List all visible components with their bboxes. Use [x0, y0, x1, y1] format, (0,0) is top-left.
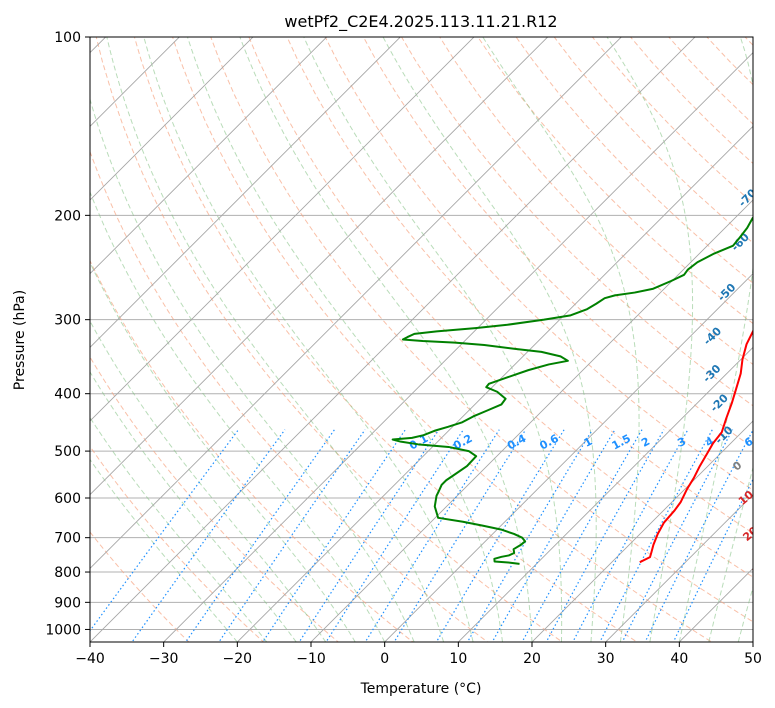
y-tick-label: 400	[54, 387, 81, 403]
isotherm-line	[90, 37, 401, 348]
isotherm-line	[90, 37, 549, 496]
moist-adiabat-line	[303, 37, 563, 642]
isotherm-line	[236, 125, 753, 642]
mixing-ratio-line	[521, 429, 643, 642]
moist-adiabat-line	[239, 37, 533, 642]
mixing-ratio-line	[185, 429, 336, 642]
dry-adiabat-line	[90, 356, 339, 642]
dry-adiabat-line	[400, 37, 753, 407]
moist-adiabat-line	[708, 465, 753, 642]
y-tick-label: 700	[54, 531, 81, 547]
mixing-ratio-line	[364, 429, 500, 642]
x-axis-title: Temperature (°C)	[360, 681, 482, 697]
moist-adiabat-line	[90, 261, 356, 642]
y-axis-ticks: 1000 900 800 700 600 500 400 300 200 100	[45, 30, 90, 638]
isotherm-line	[163, 52, 753, 642]
moist-adiabat-line	[90, 416, 268, 642]
moist-adiabat-line	[678, 37, 753, 642]
moist-adiabat-line	[106, 37, 445, 642]
x-tick-label: 0	[380, 651, 389, 667]
isotherm-line	[90, 37, 475, 422]
x-axis-ticks: −40 −30 −20 −10 0 10 20 30 40 50	[75, 642, 762, 667]
y-tick-label: 800	[54, 565, 81, 581]
mixing-ratio-line	[90, 429, 239, 632]
dry-adiabat-line	[90, 531, 190, 642]
y-tick-label: 900	[54, 595, 81, 611]
y-tick-label: 600	[54, 491, 81, 507]
y-tick-label: 200	[54, 208, 81, 224]
moist-adiabat-line	[90, 190, 386, 642]
x-tick-label: −10	[296, 651, 326, 667]
mixing-ratio-line	[393, 429, 527, 642]
mixing-ratio-line	[325, 429, 464, 642]
isotherm-line	[457, 346, 753, 642]
moist-adiabat-line	[90, 458, 238, 642]
dry-adiabat-line	[210, 37, 753, 623]
mixing-ratio-line	[491, 429, 616, 642]
dry-adiabat-line	[95, 37, 564, 642]
profile-line-1	[391, 216, 753, 565]
moist-adiabat-line	[737, 585, 753, 642]
y-tick-label: 1000	[45, 622, 81, 638]
moist-adiabat-line	[90, 320, 327, 642]
y-tick-label: 300	[54, 313, 81, 329]
x-tick-label: −20	[223, 651, 253, 667]
dry-adiabat-line	[133, 37, 638, 642]
x-tick-label: −30	[149, 651, 179, 667]
isotherm-line	[90, 37, 696, 642]
dry-adiabat-line	[286, 37, 753, 534]
x-tick-label: 20	[523, 651, 541, 667]
moist-adiabats	[90, 37, 753, 642]
mixing-ratio-line	[298, 429, 440, 642]
y-tick-label: 100	[54, 30, 81, 46]
mixing-ratio-lines	[90, 429, 753, 642]
isotherms	[90, 37, 753, 642]
moist-adiabat-line	[90, 97, 415, 642]
moist-adiabat-line	[482, 37, 640, 642]
x-tick-label: 40	[670, 651, 688, 667]
moist-adiabat-line	[186, 37, 504, 642]
moist-adiabat-line	[90, 371, 297, 642]
dry-adiabat-line	[90, 445, 265, 642]
moist-adiabat-line	[143, 37, 474, 642]
dry-adiabat-line	[90, 259, 414, 642]
mixing-ratio-line	[621, 429, 734, 642]
x-tick-label: 30	[597, 651, 615, 667]
x-tick-label: −40	[75, 651, 105, 667]
chart-title: wetPf2_C2E4.2025.113.11.21.R12	[284, 12, 557, 32]
profile-line-0	[639, 328, 753, 564]
isotherm-line	[605, 494, 753, 642]
moist-adiabat-line	[606, 37, 694, 642]
plot-frame	[89, 36, 754, 643]
mixing-ratio-line	[131, 429, 286, 642]
pressure-gridlines	[90, 37, 753, 630]
y-tick-label: 500	[54, 444, 81, 460]
mixing-ratio-line	[672, 478, 753, 642]
mixing-ratio-line	[545, 429, 665, 642]
isotherm-line	[90, 37, 328, 275]
profile-series	[391, 216, 753, 565]
y-axis-title: Pressure (hPa)	[12, 290, 28, 390]
isotherm-line	[310, 199, 753, 642]
isotherm-line	[90, 37, 622, 569]
x-tick-label: 50	[744, 651, 762, 667]
dry-adiabat-line	[362, 37, 753, 449]
mixing-ratio-label: 6	[742, 435, 755, 450]
isotherm-line	[531, 420, 753, 642]
x-tick-label: 10	[449, 651, 467, 667]
mixing-ratio-line	[599, 429, 713, 642]
mixing-ratio-line	[644, 429, 753, 642]
isotherm-line	[384, 273, 753, 642]
mixing-ratio-line	[262, 429, 406, 642]
isotherm-line	[90, 37, 180, 127]
dry-adiabat-line	[324, 37, 753, 491]
isotherm-line	[90, 37, 254, 201]
moist-adiabat-line	[382, 37, 597, 642]
moist-adiabat-label: 30	[750, 559, 770, 579]
